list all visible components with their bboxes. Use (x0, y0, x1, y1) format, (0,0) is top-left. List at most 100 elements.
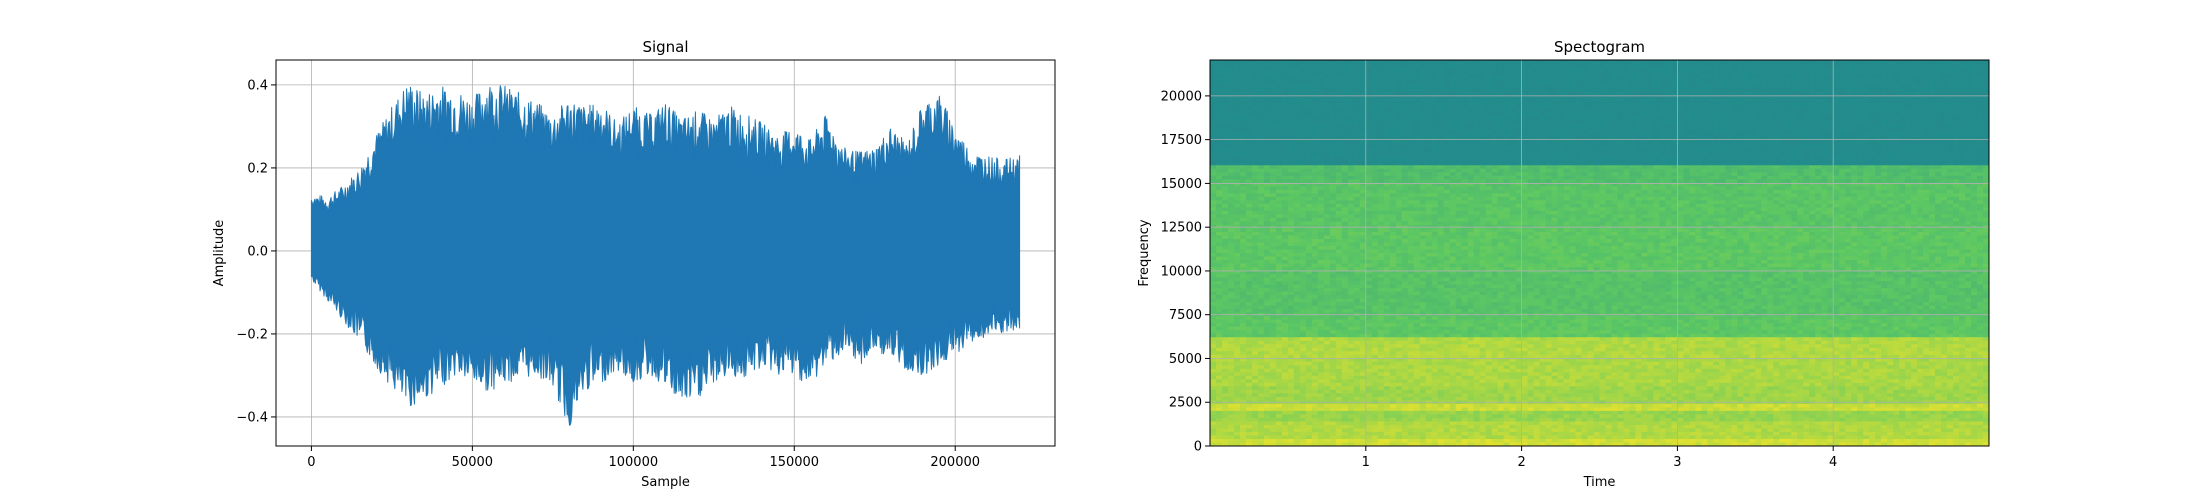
spectrogram-cell (1563, 130, 1571, 135)
spectrogram-cell (1587, 154, 1595, 159)
spectrogram-cell (1521, 67, 1529, 72)
spectrogram-cell (1983, 109, 1989, 114)
spectrogram-cell (1251, 109, 1259, 114)
spectrogram-cell (1911, 179, 1918, 184)
spectrogram-cell (1497, 112, 1505, 117)
spectrogram-cell (1671, 105, 1678, 110)
spectrogram-cell (1233, 60, 1241, 65)
spectrogram-cell (1863, 88, 1870, 93)
spectrogram-cell (1893, 119, 1900, 124)
spectrogram-cell (1851, 161, 1858, 166)
spectrogram-cell (1563, 144, 1571, 149)
spectrogram-cell (1551, 144, 1559, 149)
spectrogram-cell (1497, 77, 1505, 82)
spectrogram-cell (1731, 109, 1738, 114)
spectrogram-cell (1833, 182, 1840, 187)
spectrogram-cell (1593, 161, 1601, 166)
spectrogram-cell (1605, 151, 1613, 156)
spectrogram-cell (1833, 123, 1840, 128)
spectrogram-cell (1653, 133, 1661, 138)
spectrogram-cell (1941, 63, 1948, 68)
spectrogram-cell (1533, 189, 1541, 194)
spectrogram-cell (1527, 186, 1535, 191)
spectrogram-cell (1941, 112, 1948, 117)
spectrogram-cell (1287, 102, 1295, 107)
spectrogram-cell (1257, 109, 1265, 114)
spectrogram-cell (1809, 105, 1816, 110)
spectrogram-cell (1953, 158, 1960, 163)
spectrogram-cell (1449, 67, 1457, 72)
spectrogram-cell (1461, 133, 1469, 138)
spectrogram-cell (1281, 168, 1289, 173)
spectrogram-cell (1347, 158, 1355, 163)
spectrogram-cell (1305, 186, 1313, 191)
spectrogram-cell (1251, 98, 1259, 103)
spectrogram-cell (1275, 154, 1283, 159)
spectrogram-cell (1443, 105, 1451, 110)
spectrogram-cell (1881, 119, 1888, 124)
spectrogram-cell (1251, 67, 1259, 72)
spectrogram-cell (1707, 172, 1714, 177)
spectrogram-cell (1851, 102, 1858, 107)
spectrogram-cell (1833, 70, 1840, 75)
spectrogram-cell (1599, 63, 1607, 68)
spectrogram-cell (1803, 77, 1810, 82)
spectrogram-cell (1875, 123, 1882, 128)
spectrogram-cell (1485, 98, 1493, 103)
spectrogram-cell (1605, 186, 1613, 191)
spectrogram-cell (1257, 119, 1265, 124)
spectrogram-cell (1719, 98, 1726, 103)
spectrogram-cell (1923, 168, 1930, 173)
spectrogram-cell (1683, 144, 1690, 149)
spectrogram-cell (1917, 151, 1924, 156)
spectrogram-cell (1485, 109, 1493, 114)
spectrogram-cell (1875, 60, 1882, 65)
spectrogram-cell (1743, 95, 1750, 100)
spectrogram-cell (1233, 182, 1241, 187)
spectrogram-cell (1743, 98, 1750, 103)
spectrogram-cell (1641, 186, 1649, 191)
spectrogram-cell (1275, 193, 1283, 198)
spectrogram-cell (1515, 175, 1523, 180)
spectrogram-cell (1593, 179, 1601, 184)
spectrogram-cell (1641, 133, 1649, 138)
spectrogram-cell (1329, 154, 1337, 159)
spectrogram-cell (1617, 133, 1625, 138)
spectrogram-cell (1725, 151, 1732, 156)
spectrogram-cell (1617, 172, 1625, 177)
spectrogram-cell (1629, 179, 1637, 184)
spectrogram-cell (1713, 116, 1720, 121)
spectrogram-cell (1725, 74, 1732, 79)
spectrogram-cell (1809, 147, 1816, 152)
spectrogram-cell (1683, 172, 1690, 177)
spectrogram-cell (1761, 102, 1768, 107)
spectrogram-cell (1245, 116, 1253, 121)
spectrogram-cell (1791, 98, 1798, 103)
spectrogram-cell (1803, 165, 1810, 170)
spectrogram-cell (1305, 98, 1313, 103)
spectrogram-cell (1947, 179, 1954, 184)
spectrogram-cell (1713, 144, 1720, 149)
spectrogram-cell (1881, 179, 1888, 184)
spectrogram-cell (1581, 165, 1589, 170)
spectrogram-cell (1539, 119, 1547, 124)
spectrogram-cell (1353, 91, 1361, 96)
spectrogram-cell (1701, 154, 1708, 159)
spectrogram-cell (1611, 77, 1619, 82)
spectrogram-cell (1233, 88, 1241, 93)
spectrogram-cell (1869, 186, 1876, 191)
spectrogram-cell (1593, 74, 1601, 79)
spectrogram-cell (1593, 165, 1601, 170)
spectrogram-cell (1215, 189, 1223, 194)
spectrogram-cell (1935, 112, 1942, 117)
spectrogram-cell (1233, 116, 1241, 121)
spectrogram-cell (1725, 84, 1732, 89)
spectrogram-cell (1407, 189, 1415, 194)
spectrogram-cell (1221, 67, 1229, 72)
spectrogram-cell (1473, 67, 1481, 72)
spectrogram-cell (1755, 102, 1762, 107)
spectrogram-cell (1689, 95, 1696, 100)
spectrogram-cell (1929, 168, 1936, 173)
spectrogram-cell (1623, 161, 1631, 166)
spectrogram-cell (1959, 95, 1966, 100)
